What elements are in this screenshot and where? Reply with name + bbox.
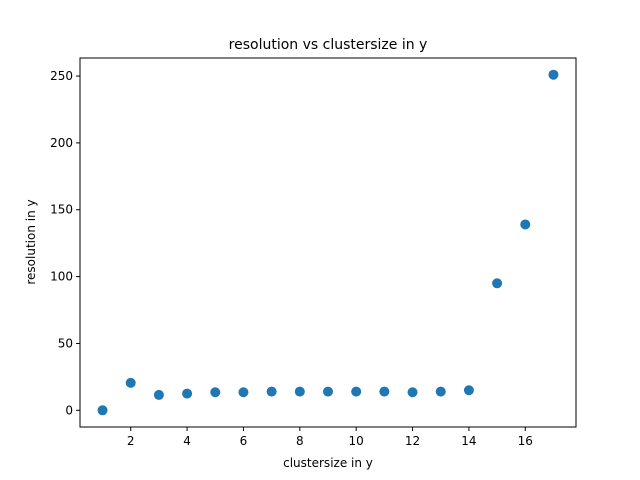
- data-point: [266, 386, 277, 397]
- data-point: [492, 278, 503, 289]
- y-tick-label: 0: [65, 403, 73, 417]
- data-point: [407, 387, 418, 398]
- data-points: [97, 69, 559, 416]
- data-point: [323, 386, 333, 397]
- x-tick-label: 2: [127, 434, 135, 448]
- data-point: [153, 389, 164, 400]
- x-axis: 2 4 6 8 10 12 14 16: [127, 427, 533, 448]
- data-point: [238, 387, 249, 398]
- y-tick-label: 100: [50, 270, 73, 284]
- x-axis-label: clustersize in y: [283, 456, 373, 470]
- x-tick-label: 14: [461, 434, 476, 448]
- data-point: [210, 387, 221, 398]
- y-tick-label: 250: [50, 69, 73, 83]
- y-axis-label: resolution in y: [24, 199, 38, 284]
- y-tick-label: 50: [58, 336, 73, 350]
- data-point: [97, 405, 108, 416]
- data-point: [435, 386, 446, 397]
- data-point: [182, 388, 193, 399]
- x-tick-label: 4: [183, 434, 191, 448]
- plot-area: [79, 57, 577, 428]
- x-tick-label: 6: [240, 434, 248, 448]
- data-point: [520, 219, 531, 230]
- x-tick-label: 8: [296, 434, 304, 448]
- data-point: [351, 386, 362, 397]
- x-tick-label: 16: [518, 434, 533, 448]
- y-axis: 0 50 100 150 200 250: [50, 69, 80, 417]
- data-point: [294, 386, 305, 397]
- data-point: [463, 385, 474, 396]
- x-tick-label: 12: [405, 434, 420, 448]
- data-point: [125, 377, 136, 388]
- y-tick-label: 200: [50, 136, 73, 150]
- data-point: [548, 69, 559, 80]
- y-tick-label: 150: [50, 203, 73, 217]
- chart-title: resolution vs clustersize in y: [229, 37, 428, 53]
- x-tick-label: 10: [349, 434, 364, 448]
- data-point: [379, 386, 390, 397]
